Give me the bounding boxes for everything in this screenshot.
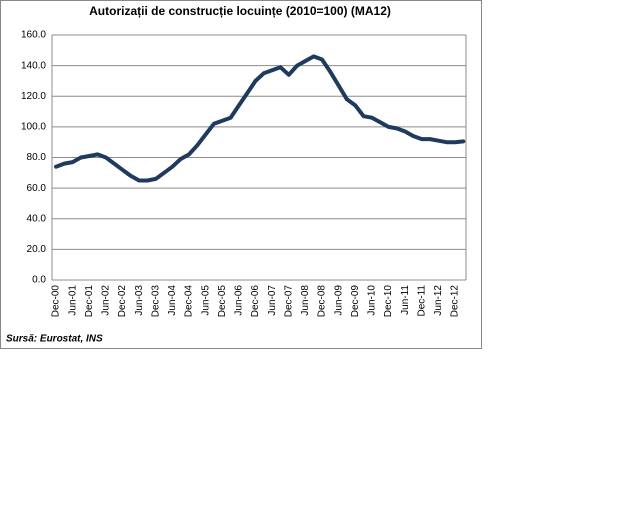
- x-tick-label: Dec-12: [450, 285, 461, 318]
- y-tick-label: 60.0: [27, 183, 47, 194]
- y-tick-label: 100.0: [21, 122, 46, 133]
- chart-title: Autorizații de construcție locuințe (201…: [89, 4, 391, 18]
- line-series: [54, 54, 466, 183]
- y-tick-label: 120.0: [21, 91, 46, 102]
- x-tick-label: Jun-09: [333, 285, 344, 316]
- y-tick-label: 140.0: [21, 60, 46, 71]
- x-tick-label: Jun-02: [101, 285, 112, 316]
- x-tick-label: Dec-01: [84, 285, 95, 318]
- x-tick-label: Jun-05: [200, 285, 211, 316]
- chart-border: [0, 0, 482, 349]
- x-tick-label: Jun-04: [167, 285, 178, 316]
- y-tick-label: 80.0: [27, 152, 47, 163]
- x-tick-label: Jun-11: [400, 285, 411, 315]
- x-tick-label: Dec-04: [184, 285, 195, 318]
- x-tick-label: Dec-07: [283, 285, 294, 318]
- x-tick-label: Jun-03: [134, 285, 145, 316]
- x-tick-label: Jun-07: [267, 285, 278, 316]
- x-tick-label: Dec-03: [150, 285, 161, 318]
- y-tick-label: 40.0: [27, 213, 47, 224]
- x-tick-label: Dec-02: [117, 285, 128, 318]
- source-note: Sursă: Eurostat, INS: [6, 334, 103, 345]
- x-tick-label: Dec-09: [350, 285, 361, 318]
- x-tick-label: Jun-06: [234, 285, 245, 316]
- x-tick-label: Jun-10: [367, 285, 378, 316]
- x-tick-label: Dec-06: [250, 285, 261, 318]
- x-tick-label: Dec-05: [217, 285, 228, 318]
- x-tick-label: Jun-08: [300, 285, 311, 316]
- x-tick-label: Dec-10: [383, 285, 394, 318]
- x-tick-label: Dec-11: [416, 285, 427, 317]
- y-tick-label: 160.0: [21, 30, 46, 41]
- x-tick-label: Dec-00: [51, 285, 62, 318]
- x-tick-label: Dec-08: [317, 285, 328, 318]
- x-tick-label: Jun-12: [433, 285, 444, 316]
- x-tick-label: Jun-01: [67, 285, 78, 316]
- y-tick-label: 20.0: [27, 244, 47, 255]
- y-tick-label: 0.0: [32, 275, 46, 286]
